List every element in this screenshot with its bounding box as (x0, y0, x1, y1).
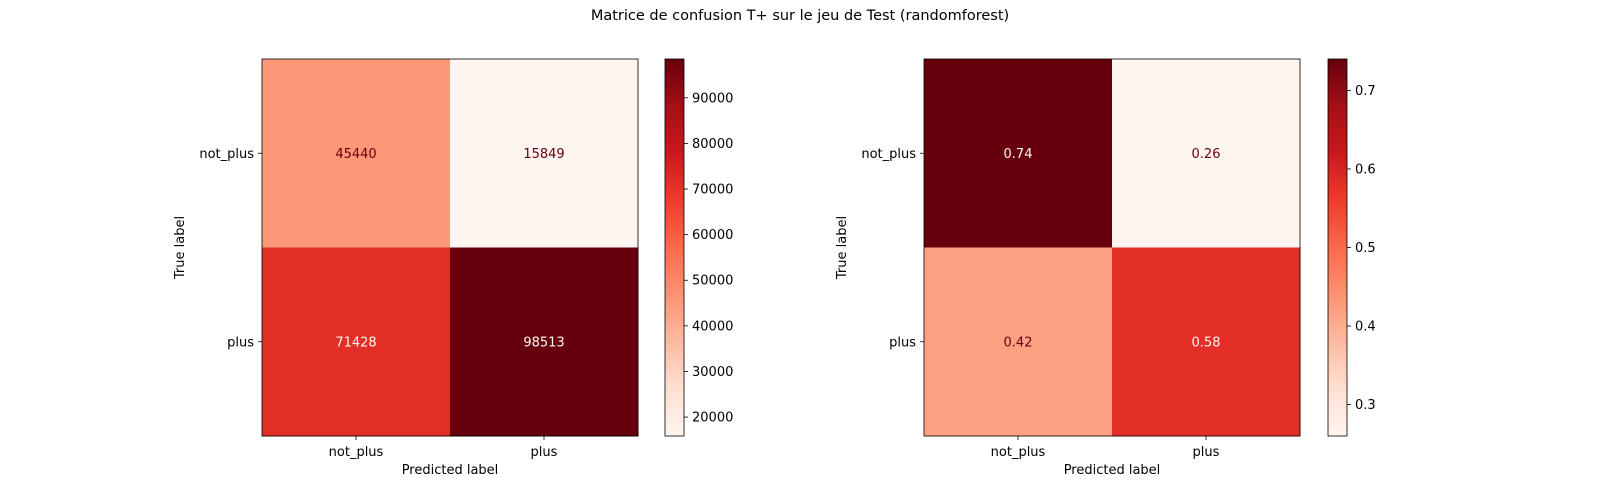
cell-value-label-r1-c1: 0.58 (1192, 335, 1221, 350)
colorbar (1327, 58, 1348, 437)
colorbar-tick-label: 0.6 (1355, 162, 1376, 177)
y-axis-label: True label (173, 216, 188, 280)
x-tick-label-plus: plus (531, 445, 558, 460)
cell-value-label-r0-c0: 45440 (335, 147, 376, 162)
cell-value-label-r0-c1: 15849 (523, 147, 564, 162)
colorbar (664, 58, 685, 437)
heatmap-cell-r1-c1 (1112, 247, 1301, 437)
y-tick-label-plus: plus (889, 335, 916, 350)
heatmap-cell-r0-c1 (1112, 59, 1301, 248)
y-tick-label-plus: plus (227, 335, 254, 350)
x-tick-label-plus: plus (1193, 445, 1220, 460)
heatmap-cell-r1-c0 (262, 247, 451, 437)
x-axis-label: Predicted label (1064, 463, 1161, 478)
heatmap-cell-r1-c0 (924, 247, 1113, 437)
x-axis-label: Predicted label (402, 463, 499, 478)
colorbar-tick-label: 0.3 (1355, 398, 1376, 413)
y-tick-label-not_plus: not_plus (861, 147, 916, 162)
colorbar-tick-label: 80000 (692, 137, 733, 152)
colorbar-tick-label: 60000 (692, 228, 733, 243)
colorbar-tick-label: 50000 (692, 274, 733, 289)
heatmap-cell-r0-c0 (262, 59, 451, 248)
cell-value-label-r1-c1: 98513 (523, 335, 564, 350)
colorbar-tick-label: 40000 (692, 319, 733, 334)
colorbar-tick-label: 0.5 (1355, 241, 1376, 256)
cell-value-label-r0-c0: 0.74 (1004, 147, 1033, 162)
cell-value-label-r1-c0: 71428 (335, 335, 376, 350)
figure-suptitle: Matrice de confusion T+ sur le jeu de Te… (590, 8, 1010, 24)
plot-frame (261, 58, 639, 437)
colorbar-tick-label: 90000 (692, 91, 733, 106)
colorbar-tick-label: 0.4 (1355, 320, 1376, 335)
x-tick-label-not_plus: not_plus (991, 445, 1046, 460)
colorbar-tick-label: 30000 (692, 365, 733, 380)
plot-frame (923, 58, 1301, 437)
y-tick-label-not_plus: not_plus (199, 147, 254, 162)
heatmap-cell-r0-c0 (924, 59, 1113, 248)
colorbar-tick-label: 20000 (692, 411, 733, 426)
cell-value-label-r0-c1: 0.26 (1192, 147, 1221, 162)
heatmap-cell-r0-c1 (450, 59, 639, 248)
y-axis-label: True label (835, 216, 850, 280)
cell-value-label-r1-c0: 0.42 (1004, 335, 1033, 350)
x-tick-label-not_plus: not_plus (329, 445, 384, 460)
colorbar-tick-label: 0.7 (1355, 84, 1376, 99)
colorbar-tick-label: 70000 (692, 183, 733, 198)
heatmap-cell-r1-c1 (450, 247, 639, 437)
